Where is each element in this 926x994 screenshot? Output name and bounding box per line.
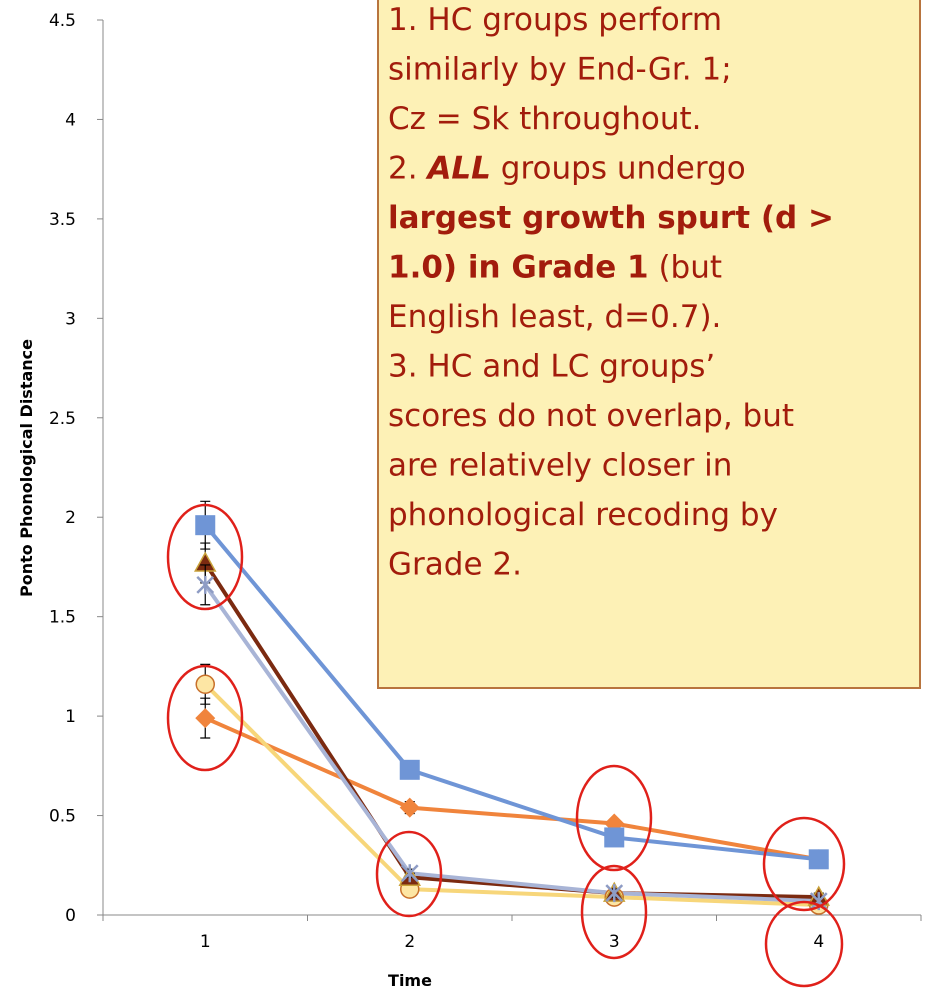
annotation-run: Cz = Sk throughout. [388, 101, 702, 137]
annotation: 1. HC groups perform similarly by End-Gr.… [388, 2, 834, 583]
marker [195, 515, 216, 536]
annotation-run: 3. HC and LC groups’ [388, 349, 715, 385]
x-tick-label: 4 [813, 932, 824, 952]
ring [764, 900, 844, 988]
ring [166, 503, 244, 611]
annotation-line: 2. ALL groups undergo [388, 151, 746, 187]
marker [604, 827, 625, 848]
marker [605, 884, 624, 903]
annotation-run: largest growth spurt (d > [388, 200, 834, 236]
marker [399, 797, 420, 818]
x-axis-label: Time [388, 971, 432, 990]
plot-area: 0 0.5 1 1.5 2 2.5 3 3.5 4 4.5 1 2 3 4 [49, 11, 922, 952]
annotation-box [377, 0, 921, 689]
annotation-line: similarly by End-Gr. 1; [388, 52, 732, 88]
annotation-line: 3. HC and LC groups’ [388, 349, 715, 385]
annotation-line: scores do not overlap, but [388, 398, 794, 434]
marker [195, 674, 215, 695]
ring [762, 816, 846, 912]
series-line [203, 583, 819, 904]
annotation-run: similarly by End-Gr. 1; [388, 52, 732, 88]
marker [400, 864, 419, 883]
y-tick-label: 3 [65, 309, 76, 329]
annotation-line: phonological recoding by [388, 497, 778, 533]
y-tick-label: 1 [65, 707, 76, 727]
series-line [203, 523, 819, 862]
annotation-line: Cz = Sk throughout. [388, 101, 702, 137]
y-tick-label: 1.5 [49, 608, 76, 628]
y-tick-label: 2.5 [49, 409, 76, 429]
annotation-run: ALL [424, 151, 491, 187]
annotation-run: groups undergo [491, 151, 746, 187]
annotation-run: Grade 2. [388, 547, 522, 583]
marker [399, 759, 420, 780]
annotation-line: largest growth spurt (d > [388, 200, 834, 236]
y-axis-label: Ponto Phonological Distance [17, 339, 36, 597]
annotation-run: are relatively closer in [388, 448, 732, 484]
annotation-line: Grade 2. [388, 547, 522, 583]
x-tick-label: 1 [200, 932, 211, 952]
y-tick-label: 3.5 [49, 210, 76, 230]
y-tick-label: 2 [65, 508, 76, 528]
ring [166, 664, 244, 772]
annotation-line: English least, d=0.7). [388, 299, 721, 335]
annotation-line: 1. HC groups perform [388, 2, 722, 38]
annotation-run: 1. HC groups perform [388, 2, 722, 38]
annotation-run: scores do not overlap, but [388, 398, 794, 434]
x-tick-label: 3 [609, 932, 620, 952]
annotation-line: 1.0) in Grade 1 (but [388, 250, 722, 286]
ring [575, 764, 653, 872]
series-line [203, 682, 819, 908]
y-tick-label: 4 [65, 110, 76, 130]
ring [580, 864, 648, 960]
annotation-run: phonological recoding by [388, 497, 778, 533]
marker [195, 708, 216, 729]
x-tick-label: 2 [404, 932, 415, 952]
annotation-run: (but [649, 250, 722, 286]
series-line [204, 716, 820, 862]
annotation-run: 2. [388, 151, 427, 187]
marker [196, 575, 215, 594]
annotation-run: 1.0) in Grade 1 [388, 250, 649, 286]
y-tick-label: 0 [65, 906, 76, 926]
ring [375, 830, 443, 918]
annotation-line: are relatively closer in [388, 448, 732, 484]
y-tick-label: 4.5 [49, 11, 76, 31]
annotation-run: English least, d=0.7). [388, 299, 721, 335]
y-tick-label: 0.5 [49, 807, 76, 827]
marker [808, 849, 829, 870]
highlight-rings [166, 503, 846, 988]
